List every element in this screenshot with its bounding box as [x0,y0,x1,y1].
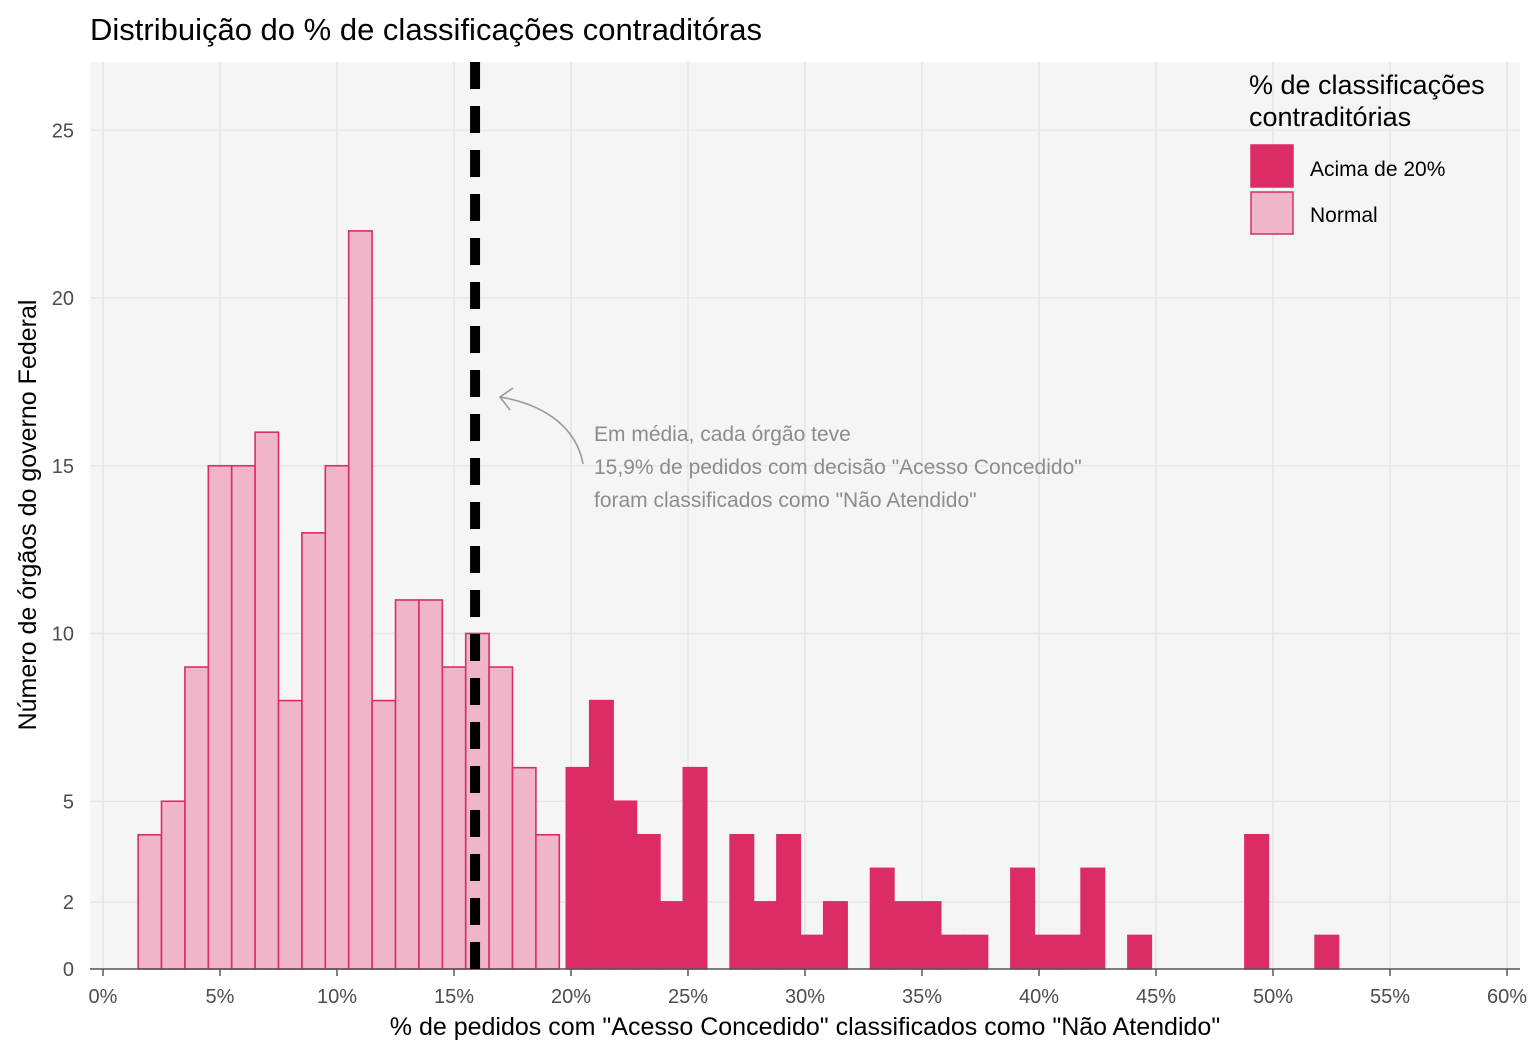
bar-acima [1244,833,1270,970]
bar-acima [799,934,825,970]
bar-acima [893,901,919,970]
x-tick-label: 10% [317,986,357,1008]
bar-normal [511,766,537,970]
bar-acima [1033,934,1059,970]
bar-acima [682,766,708,970]
bar-acima [612,800,638,970]
bar-acima [869,867,895,970]
bar-normal [184,666,210,970]
x-tick-label: 15% [434,986,474,1008]
x-tick-label: 35% [902,986,942,1008]
bars [137,230,1340,970]
bar-acima [752,901,778,970]
grid-lines [90,62,1520,969]
x-tick-label: 50% [1253,986,1293,1008]
x-tick-label: 0% [89,986,118,1008]
x-axis-ticks: 0% 5% 10% 15% 20% 25% 30% 35% 40% 45% 50% 55% 60% [89,969,1527,1008]
x-tick-label: 40% [1019,986,1059,1008]
legend-title-line-1: % de classificações [1249,70,1485,100]
y-axis-title: Número de órgãos do governo Federal [14,300,42,731]
y-tick-label: 10 [52,624,74,646]
bar-normal [488,666,514,970]
bar-normal [394,599,420,970]
x-axis-title: % de pedidos com "Acesso Concedido" clas… [390,1013,1220,1041]
y-tick-label: 2 [63,892,74,914]
bar-acima [916,901,942,970]
legend-label-acima: Acima de 20% [1310,158,1445,181]
x-tick-label: 25% [668,986,708,1008]
legend: % de classificações contraditórias Acima… [1249,70,1485,235]
bar-normal [535,833,561,970]
bar-acima [1314,934,1340,970]
bar-normal [160,800,186,970]
bar-normal [371,699,397,970]
bar-normal [207,464,233,970]
bar-acima [963,934,989,970]
y-tick-label: 0 [63,959,74,981]
y-tick-label: 15 [52,456,74,478]
x-tick-label: 45% [1136,986,1176,1008]
bar-acima [588,699,614,970]
bar-normal [301,532,327,970]
x-tick-label: 20% [551,986,591,1008]
chart-title: Distribuição do % de classificações cont… [90,12,762,47]
legend-swatch-normal [1250,191,1294,235]
bar-normal [441,666,467,970]
bar-acima [776,833,802,970]
legend-swatch-acima [1250,144,1294,188]
legend-title-line-2: contraditórias [1249,102,1411,132]
bar-acima [729,833,755,970]
bar-normal [324,464,350,970]
bar-acima [1080,867,1106,970]
annotation-line-1: Em média, cada órgão teve [594,423,851,446]
annotation-arrow [499,396,584,465]
bar-acima [635,833,661,970]
bar-normal [347,230,373,970]
bar-acima [1010,867,1036,970]
bar-acima [1127,934,1153,970]
x-tick-label: 30% [785,986,825,1008]
bar-normal [137,833,163,970]
legend-label-normal: Normal [1310,204,1378,227]
bar-acima [939,934,965,970]
bar-acima [659,901,685,970]
y-tick-label: 20 [52,288,74,310]
bar-normal [254,431,280,970]
bar-normal [230,464,256,970]
bar-normal [418,599,444,970]
bar-normal [277,699,303,970]
annotation-line-2: 15,9% de pedidos com decisão "Acesso Con… [594,456,1082,479]
x-tick-label: 5% [206,986,235,1008]
annotation-line-3: foram classificados como "Não Atendido" [594,489,977,512]
bar-acima [1056,934,1082,970]
annotation-arrow-head [498,387,514,411]
x-tick-label: 60% [1487,986,1527,1008]
y-tick-label: 25 [52,120,74,142]
bar-acima [565,766,591,970]
x-tick-label: 55% [1370,986,1410,1008]
bar-acima [822,901,848,970]
y-tick-label: 5 [63,791,74,813]
